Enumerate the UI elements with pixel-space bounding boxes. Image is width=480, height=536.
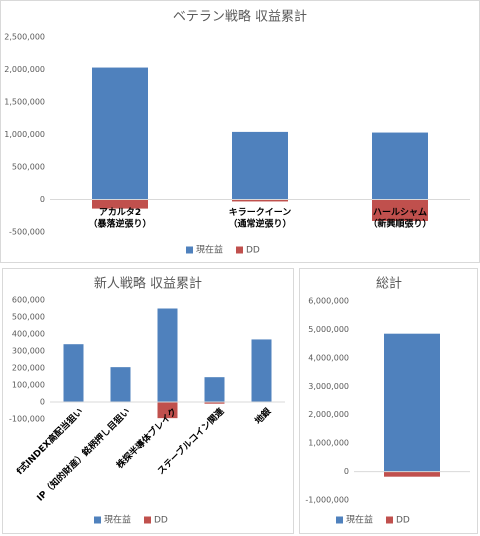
y-tick-label: 1,500,000 <box>4 98 45 107</box>
y-tick-label: 1,000,000 <box>4 130 45 139</box>
bar <box>384 333 440 472</box>
y-tick-label: 0 <box>40 398 45 407</box>
y-tick-label: -500,000 <box>9 228 45 237</box>
legend-label: DD <box>396 516 410 526</box>
bar <box>372 199 428 221</box>
y-tick-label: 0 <box>40 195 45 204</box>
x-tick-label: ハールシャム（新興順張り） <box>368 207 431 230</box>
bar <box>63 344 84 402</box>
y-tick-label: 6,000,000 <box>308 297 349 306</box>
y-tick-label: 600,000 <box>12 296 45 305</box>
y-tick-label: 2,500,000 <box>4 33 45 42</box>
y-tick-label: -100,000 <box>9 415 45 424</box>
bar <box>204 377 225 402</box>
legend-label: 現在益 <box>196 244 223 256</box>
y-tick-label: 1,000,000 <box>308 439 349 448</box>
legend-label: DD <box>246 246 260 256</box>
legend-label: DD <box>154 516 168 526</box>
bar <box>232 199 288 202</box>
y-tick-label: 0 <box>344 467 349 476</box>
y-tick-label: 500,000 <box>12 313 45 322</box>
bar <box>110 367 131 402</box>
legend-swatch <box>144 516 151 524</box>
bar <box>384 471 440 477</box>
y-tick-label: 4,000,000 <box>308 353 349 362</box>
y-tick-label: 200,000 <box>12 364 45 373</box>
legend-swatch <box>386 516 393 524</box>
chart-title: 新人戦略 収益累計 <box>94 276 202 292</box>
x-tick-label: キラークイーン（通常逆張り） <box>228 207 291 230</box>
x-tick-label: アカルタ2 （暴落逆張り） <box>88 206 151 230</box>
bar <box>251 339 272 402</box>
bar <box>157 308 178 402</box>
y-tick-label: 2,000,000 <box>4 65 45 74</box>
bar <box>92 199 148 209</box>
bar <box>372 132 428 200</box>
chart-title: ベテラン戦略 収益累計 <box>173 9 307 25</box>
legend-swatch <box>336 516 343 524</box>
chart-frame <box>2 268 294 534</box>
y-tick-label: -1,000,000 <box>305 496 349 505</box>
legend-swatch <box>94 516 101 524</box>
bar <box>232 131 288 200</box>
legend-label: 現在益 <box>346 514 373 526</box>
y-tick-label: 5,000,000 <box>308 325 349 334</box>
y-tick-label: 100,000 <box>12 381 45 390</box>
chart-title: 総計 <box>376 276 402 292</box>
y-tick-label: 2,000,000 <box>308 410 349 419</box>
legend-swatch <box>186 246 193 254</box>
y-tick-label: 500,000 <box>12 163 45 172</box>
y-tick-label: 400,000 <box>12 330 45 339</box>
y-tick-label: 300,000 <box>12 347 45 356</box>
bar <box>204 402 225 404</box>
y-tick-label: 3,000,000 <box>308 382 349 391</box>
bar <box>157 402 178 419</box>
legend-swatch <box>236 246 243 254</box>
legend-label: 現在益 <box>104 514 131 526</box>
bar <box>92 67 148 200</box>
